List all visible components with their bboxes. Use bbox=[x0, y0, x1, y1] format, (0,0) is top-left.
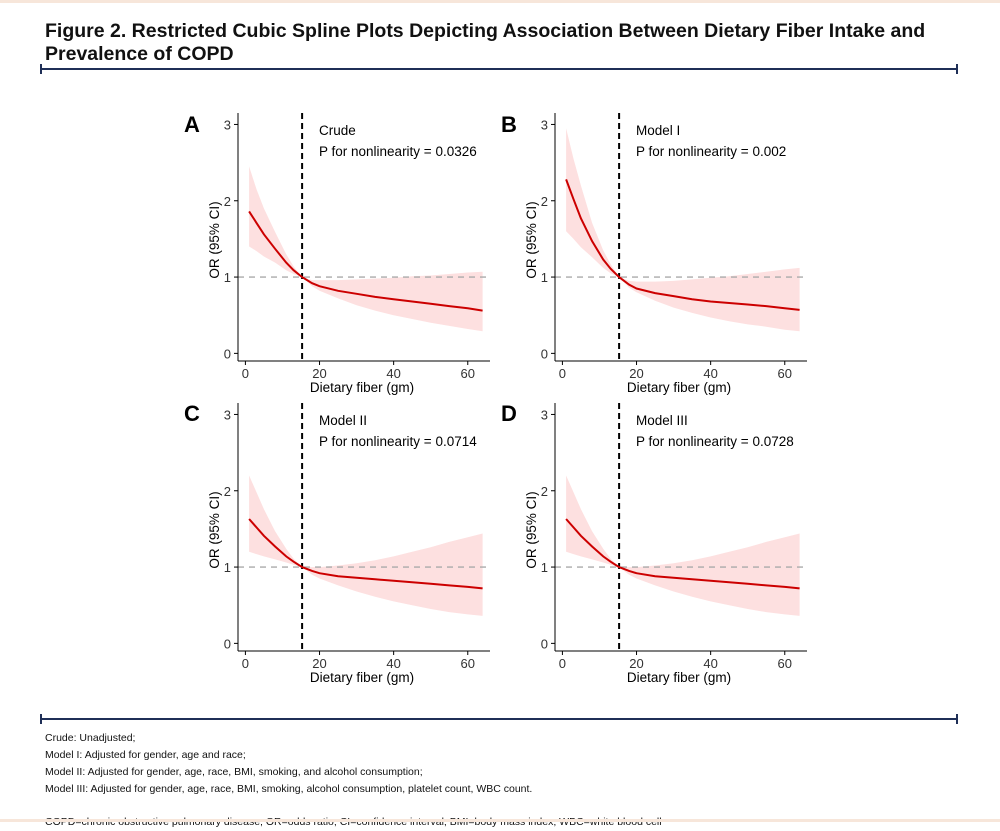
footnote-abbreviations: COPD=chronic obstructive pulmonary disea… bbox=[45, 816, 662, 828]
panel-a: 0 1 2 3 0 20 40 60 Dietary fiber (gm) OR (95% CI)… bbox=[184, 112, 490, 395]
y-axis-label: OR (95% CI) bbox=[524, 201, 539, 278]
panel-letter: D bbox=[501, 401, 517, 426]
header-divider bbox=[40, 64, 958, 74]
panel-c: 0 1 2 3 0 20 40 60 Dietary fiber (gm) OR (95% CI)… bbox=[184, 401, 490, 685]
footnote-model3: Model III: Adjusted for gender, age, rac… bbox=[45, 783, 533, 795]
y-tick-label: 3 bbox=[224, 407, 231, 422]
x-axis-label: Dietary fiber (gm) bbox=[310, 670, 414, 685]
x-tick-label: 0 bbox=[559, 366, 566, 381]
x-axis-label: Dietary fiber (gm) bbox=[627, 670, 731, 685]
x-tick-label: 40 bbox=[703, 656, 717, 671]
x-tick-label: 20 bbox=[629, 656, 643, 671]
x-tick-label: 20 bbox=[312, 366, 326, 381]
y-tick-label: 2 bbox=[224, 194, 231, 209]
footnote-model1: Model I: Adjusted for gender, age and ra… bbox=[45, 749, 246, 761]
y-axis-label: OR (95% CI) bbox=[207, 201, 222, 278]
x-tick-label: 40 bbox=[703, 366, 717, 381]
or-curve bbox=[565, 179, 800, 311]
bottom-accent-rule bbox=[0, 819, 1000, 822]
panel-letter: B bbox=[501, 112, 517, 137]
x-tick-label: 60 bbox=[461, 656, 475, 671]
panel-b: 0 1 2 3 0 20 40 60 Dietary fiber (gm) OR (95% CI)… bbox=[501, 112, 807, 395]
ci-band bbox=[249, 166, 483, 332]
y-tick-label: 1 bbox=[224, 270, 231, 285]
x-tick-label: 0 bbox=[559, 656, 566, 671]
y-tick-label: 0 bbox=[224, 346, 231, 361]
panel-annotation: P for nonlinearity = 0.0714 bbox=[319, 434, 477, 449]
or-curve bbox=[248, 518, 483, 590]
x-tick-label: 40 bbox=[386, 656, 400, 671]
x-tick-label: 60 bbox=[461, 366, 475, 381]
y-axis-label: OR (95% CI) bbox=[524, 491, 539, 568]
x-tick-label: 0 bbox=[242, 366, 249, 381]
y-tick-label: 2 bbox=[224, 484, 231, 499]
x-axis-label: Dietary fiber (gm) bbox=[627, 380, 731, 395]
x-tick-label: 60 bbox=[778, 366, 792, 381]
panel-annotation: Model I bbox=[636, 123, 680, 138]
panel-annotation: Model III bbox=[636, 413, 688, 428]
panel-annotation: Model II bbox=[319, 413, 367, 428]
x-tick-label: 40 bbox=[386, 366, 400, 381]
y-axis-label: OR (95% CI) bbox=[207, 491, 222, 568]
panel-d: 0 1 2 3 0 20 40 60 Dietary fiber (gm) OR (95% CI)… bbox=[501, 401, 807, 685]
y-tick-label: 1 bbox=[541, 270, 548, 285]
or-curve bbox=[248, 210, 483, 312]
y-tick-label: 0 bbox=[224, 636, 231, 651]
footnotes: Crude: Unadjusted; Model I: Adjusted for… bbox=[45, 730, 945, 831]
y-tick-label: 3 bbox=[541, 117, 548, 132]
y-tick-label: 1 bbox=[541, 560, 548, 575]
y-tick-label: 0 bbox=[541, 636, 548, 651]
y-tick-label: 1 bbox=[224, 560, 231, 575]
ci-band bbox=[566, 475, 800, 616]
x-axis-label: Dietary fiber (gm) bbox=[310, 380, 414, 395]
y-tick-label: 0 bbox=[541, 346, 548, 361]
ci-band bbox=[249, 475, 483, 616]
footnote-crude: Crude: Unadjusted; bbox=[45, 732, 136, 744]
footnote-model2: Model II: Adjusted for gender, age, race… bbox=[45, 766, 423, 778]
x-tick-label: 20 bbox=[629, 366, 643, 381]
y-tick-label: 3 bbox=[541, 407, 548, 422]
y-tick-label: 3 bbox=[224, 117, 231, 132]
panel-annotation: P for nonlinearity = 0.0326 bbox=[319, 144, 477, 159]
figure-title: Figure 2. Restricted Cubic Spline Plots … bbox=[45, 20, 926, 65]
or-curve bbox=[565, 518, 800, 590]
panel-annotation: P for nonlinearity = 0.002 bbox=[636, 144, 786, 159]
top-accent-rule bbox=[0, 0, 1000, 3]
panel-letter: C bbox=[184, 401, 200, 426]
x-tick-label: 0 bbox=[242, 656, 249, 671]
panel-annotation: P for nonlinearity = 0.0728 bbox=[636, 434, 794, 449]
footer-divider bbox=[40, 714, 958, 724]
x-tick-label: 60 bbox=[778, 656, 792, 671]
y-tick-label: 2 bbox=[541, 194, 548, 209]
panel-letter: A bbox=[184, 112, 200, 137]
panel-annotation: Crude bbox=[319, 123, 356, 138]
x-tick-label: 20 bbox=[312, 656, 326, 671]
y-tick-label: 2 bbox=[541, 484, 548, 499]
